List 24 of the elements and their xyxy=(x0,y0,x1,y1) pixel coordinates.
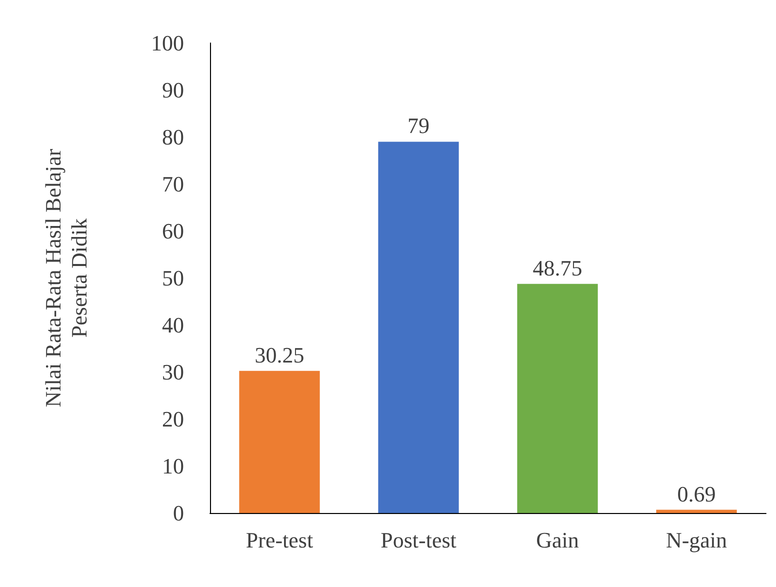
x-tick-label: Pre-test xyxy=(246,528,314,552)
y-tick-label: 20 xyxy=(162,406,184,432)
data-label: 79 xyxy=(408,113,430,138)
bar xyxy=(239,370,320,513)
y-tick-label: 70 xyxy=(162,172,184,196)
y-tick-label: 40 xyxy=(162,312,184,338)
data-label: 0.69 xyxy=(677,481,716,506)
x-tick-label: Post-test xyxy=(380,528,456,552)
y-tick-label: 90 xyxy=(162,78,184,102)
y-tick-label: 30 xyxy=(162,360,184,384)
y-tick-label: 100 xyxy=(151,30,184,56)
y-tick-label: 0 xyxy=(173,500,184,526)
bar xyxy=(517,284,598,513)
y-tick-label: 50 xyxy=(162,266,184,290)
x-tick-label: Gain xyxy=(536,528,579,552)
y-tick-label: 10 xyxy=(162,454,184,478)
data-label: 48.75 xyxy=(532,255,582,280)
bar xyxy=(656,510,737,513)
x-tick-label: N-gain xyxy=(666,528,728,552)
y-axis-title: Nilai Rata-Rata Hasil Belajar Peserta Didik xyxy=(40,148,92,408)
y-tick-label: 60 xyxy=(162,218,184,244)
data-label: 30.25 xyxy=(254,342,304,368)
bar xyxy=(378,142,459,513)
y-tick-label: 80 xyxy=(162,124,184,150)
